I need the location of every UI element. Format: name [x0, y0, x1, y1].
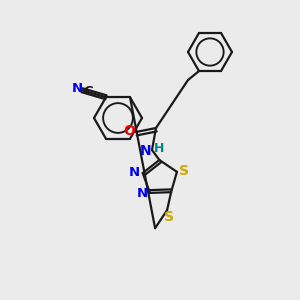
Text: N: N: [140, 144, 152, 158]
Text: N: N: [71, 82, 82, 95]
Text: N: N: [129, 166, 140, 178]
Text: H: H: [154, 142, 164, 155]
Text: C: C: [83, 85, 93, 98]
Text: S: S: [164, 210, 174, 224]
Text: S: S: [179, 164, 189, 178]
Text: N: N: [136, 188, 148, 200]
Text: O: O: [123, 124, 135, 138]
